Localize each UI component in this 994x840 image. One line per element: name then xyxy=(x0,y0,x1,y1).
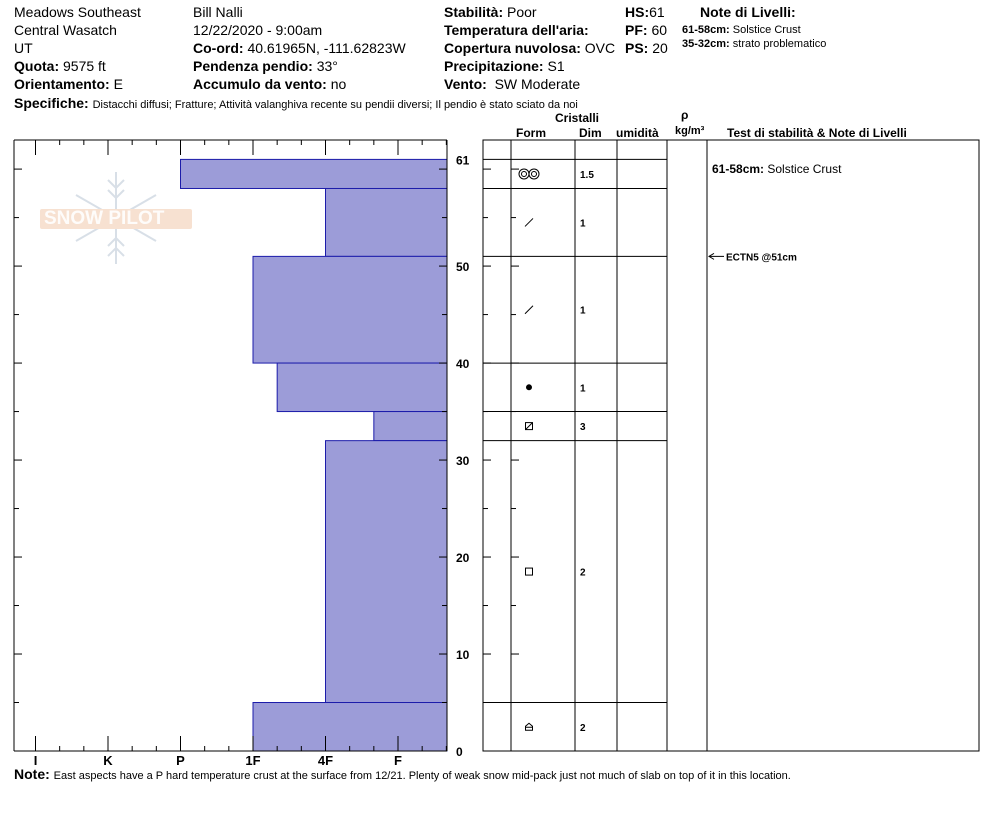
crystals-header: Cristalli xyxy=(555,111,600,125)
depth-tick-label: 40 xyxy=(456,357,470,371)
density-unit: kg/m³ xyxy=(675,125,705,137)
grain-form-decomposing-icon xyxy=(524,305,534,315)
wind-load-value: no xyxy=(330,76,347,92)
grain-form-depth-hoar-icon xyxy=(525,722,533,731)
sky-label: Copertura nuvolosa: xyxy=(444,40,581,56)
rounded-dot xyxy=(526,384,532,391)
depth-tick-label: 0 xyxy=(456,745,463,759)
moisture-header: umidità xyxy=(616,126,659,140)
density-symbol: ρ xyxy=(681,108,689,122)
stability-test-arrow-head xyxy=(708,252,715,260)
slope-label: Pendenza pendio: xyxy=(193,58,313,74)
ps-value: 20 xyxy=(652,40,668,56)
depth-tick-label: 10 xyxy=(456,648,470,662)
coord-label: Co-ord: xyxy=(193,40,244,56)
grain-form-decomposing-icon xyxy=(524,218,534,227)
stability-test-label: ECTN5 @51cm xyxy=(726,252,797,263)
table-layer-note-range: 61-58cm: xyxy=(712,162,767,176)
wind-label: Vento: xyxy=(444,76,487,92)
hs-label: HS: xyxy=(625,4,650,20)
depth-tick-label: 20 xyxy=(456,551,470,565)
grain-size-label: 2 xyxy=(580,568,586,579)
melt-inner-right xyxy=(531,170,537,177)
grain-form-melt-forms-icon xyxy=(518,168,540,180)
grain-size-label: 1 xyxy=(580,218,586,229)
melt-inner-left xyxy=(521,170,527,177)
layer-notes-title: Note di Livelli: xyxy=(700,4,796,20)
faceted-square xyxy=(525,567,533,576)
precip-label: Precipitazione: xyxy=(444,58,544,74)
grain-size-label: 2 xyxy=(580,723,586,734)
grain-size-label: 1 xyxy=(580,306,586,317)
depth-tick-label: 61 xyxy=(456,153,470,167)
depth-tick-label: 50 xyxy=(456,260,470,274)
size-header: Dim xyxy=(579,126,602,140)
layer-note-range: 61-58cm: xyxy=(682,24,730,36)
grain-form-faceted-icon xyxy=(525,567,533,576)
grain-size-label: 1 xyxy=(580,383,586,394)
elevation-label: Quota: xyxy=(14,58,60,74)
note-label: Note: xyxy=(14,766,50,782)
hardness-tick-label: P xyxy=(176,753,185,768)
coord-value: 40.61965N, -111.62823W xyxy=(247,40,406,56)
melt-outer-right xyxy=(528,168,540,180)
grain-size-label: 1.5 xyxy=(580,170,594,181)
table-layer-note-text: Solstice Crust xyxy=(767,162,842,176)
aspect-value: E xyxy=(113,76,123,92)
aspect-label: Orientamento: xyxy=(14,76,110,92)
logo-text: SNOW PILOT xyxy=(44,208,165,229)
hardness-tick-label: 1F xyxy=(245,753,260,768)
precip-value: S1 xyxy=(547,58,565,74)
hardness-bar xyxy=(252,255,448,364)
specifics-label: Specifiche: xyxy=(14,95,89,111)
melt-outer-left xyxy=(518,168,530,180)
tests-header: Test di stabilità & Note di Livelli xyxy=(727,126,907,140)
table-layer-note: 61-58cm: Solstice Crust xyxy=(712,162,842,176)
layer-note-range: 35-32cm: xyxy=(682,38,730,50)
specifics-value: Distacchi diffusi; Fratture; Attività va… xyxy=(92,99,578,111)
stability-label: Stabilità: xyxy=(444,4,504,20)
mixed-diagonal xyxy=(525,422,533,430)
decomposing-stroke xyxy=(524,305,534,315)
hardness-bar xyxy=(373,411,448,442)
sky-value: OVC xyxy=(584,40,616,56)
layer-note-text: Solstice Crust xyxy=(732,24,801,36)
grain-form-rounded-icon xyxy=(526,384,532,391)
hardness-bar xyxy=(325,187,448,257)
hardness-bar xyxy=(276,362,448,413)
wind-load-label: Accumulo da vento: xyxy=(193,76,327,92)
table-frame xyxy=(482,139,980,752)
snowpilot-logo xyxy=(40,172,192,264)
pf-value: 60 xyxy=(651,22,668,38)
hardness-bar xyxy=(180,158,448,189)
layer-note-text: strato problematico xyxy=(732,38,827,50)
mountain-range: Central Wasatch xyxy=(14,22,117,38)
hardness-tick-label: 4F xyxy=(318,753,333,768)
stability-value: Poor xyxy=(507,4,537,20)
decomposing-stroke xyxy=(524,218,534,227)
hs-value: 61 xyxy=(649,4,665,20)
note-value: East aspects have a P hard temperature c… xyxy=(53,770,791,782)
hardness-tick-label: K xyxy=(103,753,113,768)
location-name: Meadows Southeast xyxy=(14,4,141,20)
observer: Bill Nalli xyxy=(193,4,243,20)
wind-value: SW Moderate xyxy=(494,76,581,92)
ps-label: PS: xyxy=(625,40,649,56)
hardness-bar xyxy=(252,702,448,752)
elevation-value: 9575 ft xyxy=(63,58,106,74)
depth-tick-label: 30 xyxy=(456,454,470,468)
slope-value: 33° xyxy=(316,58,338,74)
hardness-bar xyxy=(325,440,448,704)
pf-label: PF: xyxy=(625,22,648,38)
grain-size-label: 3 xyxy=(580,422,586,433)
grain-form-mixed-facet-icon xyxy=(525,422,533,431)
datetime: 12/22/2020 - 9:00am xyxy=(193,22,323,38)
air-temp-label: Temperatura dell'aria: xyxy=(444,22,589,38)
hardness-tick-label: I xyxy=(34,753,38,768)
mixed-square xyxy=(525,422,533,431)
hardness-tick-label: F xyxy=(394,753,402,768)
form-header: Form xyxy=(516,126,546,140)
state: UT xyxy=(14,40,33,56)
